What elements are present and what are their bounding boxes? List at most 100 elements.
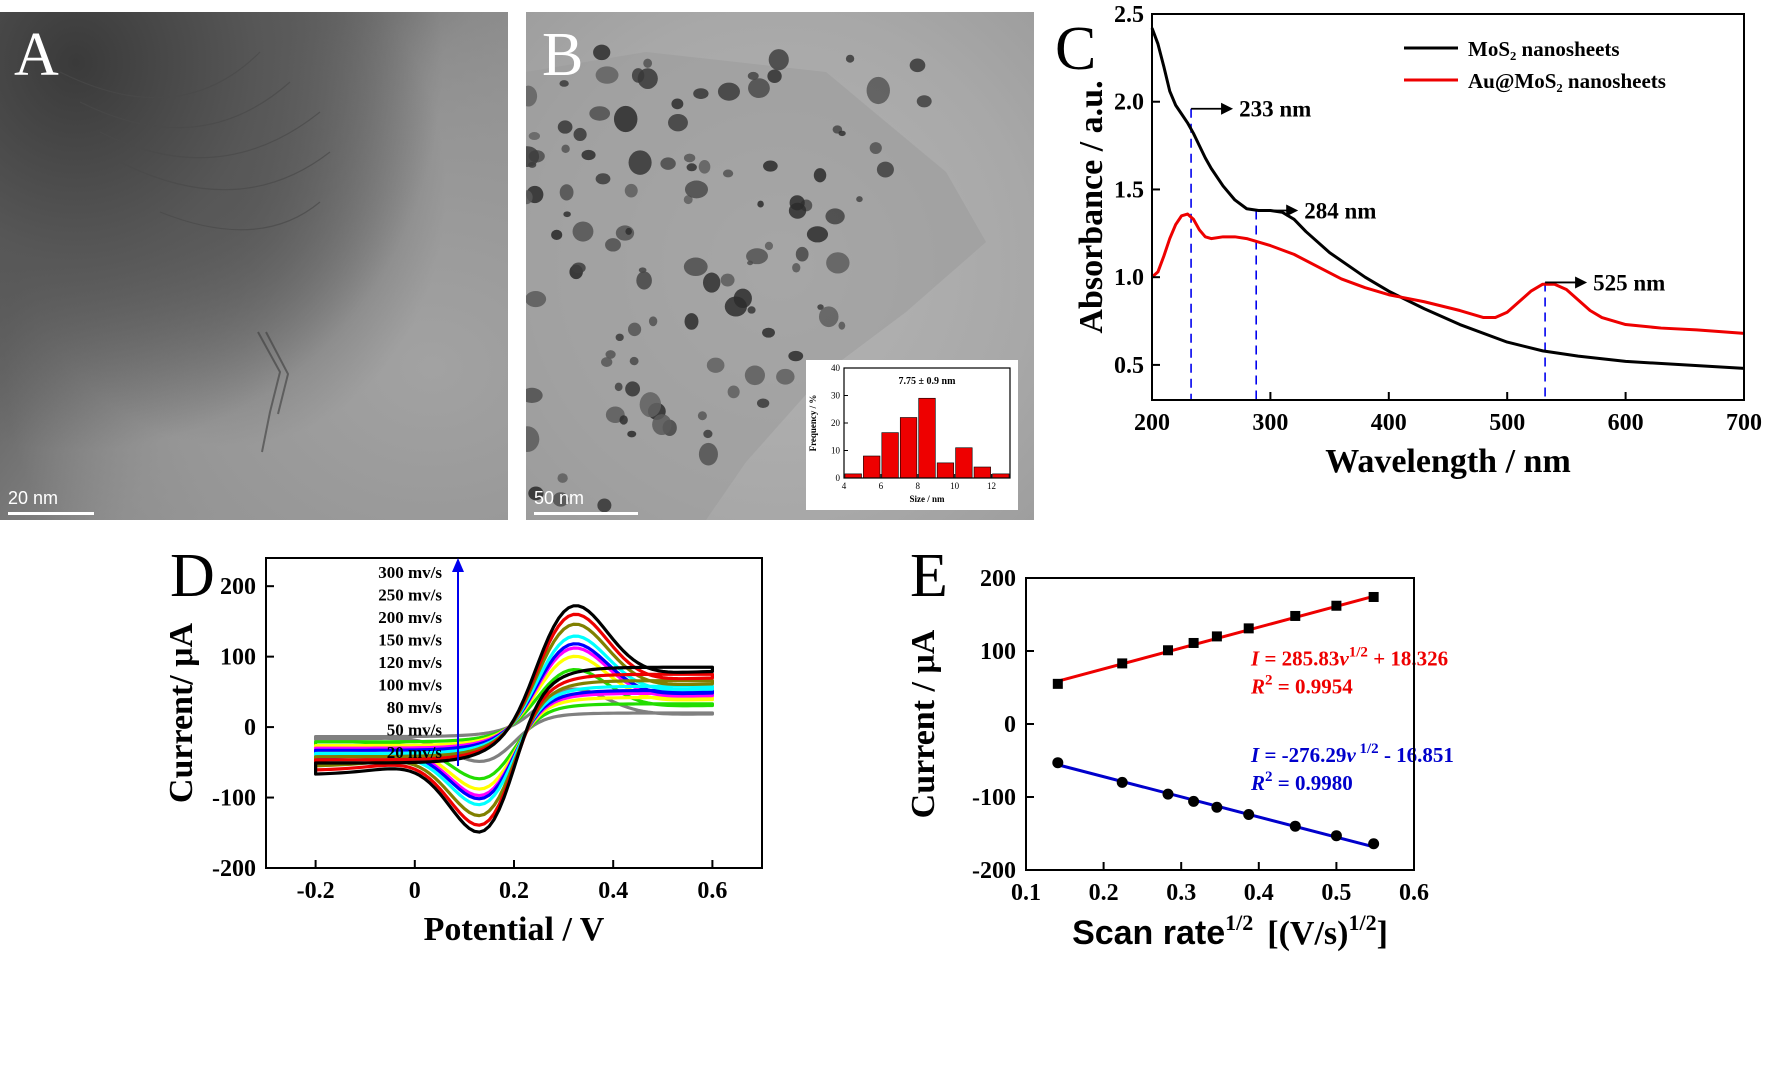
- x-tick-label: 0.4: [1244, 880, 1274, 906]
- nanoparticle: [825, 208, 845, 225]
- inset-x-tick-label: 4: [842, 481, 847, 491]
- x-tick-label: 0.2: [499, 878, 529, 904]
- nanoparticle: [856, 196, 863, 203]
- data-point-circle: [1052, 757, 1064, 769]
- nanoparticle: [526, 146, 540, 167]
- x-label-unit: [(V/s): [1267, 915, 1348, 952]
- tem-image-a: A 20 nm: [0, 12, 508, 520]
- eq-slope: = 285.83: [1259, 647, 1339, 671]
- eq-intercept: + 18.326: [1368, 647, 1448, 671]
- nanoparticle: [559, 184, 574, 201]
- nanoparticle: [683, 257, 708, 277]
- panel-label-b: B: [542, 21, 584, 89]
- nanoparticle: [684, 313, 699, 330]
- nanoparticle: [720, 273, 735, 287]
- tem-image-b: B 50 nm 4 6 8 10 12 0 10 20 30 40 7.75 ± 0.9 nm Siz…: [526, 12, 1034, 520]
- nanoparticle: [698, 160, 711, 174]
- nanoparticle: [727, 385, 740, 399]
- y-tick-label: -200: [972, 858, 1016, 884]
- nanoparticle: [686, 163, 697, 172]
- x-tick-label: 0.6: [1399, 880, 1429, 906]
- nanoparticle: [593, 44, 611, 61]
- x-tick-label: 0: [409, 878, 421, 904]
- nanoparticle: [746, 248, 768, 265]
- nanoparticle: [717, 82, 740, 101]
- data-point-circle: [1330, 830, 1342, 842]
- nanoparticle: [601, 357, 613, 367]
- nanoparticle: [838, 321, 846, 330]
- nanoparticle: [572, 221, 594, 242]
- nanoparticle: [581, 149, 596, 161]
- nanoparticle: [697, 411, 707, 421]
- annotation-arrowhead: [1575, 276, 1588, 289]
- nanoparticle: [869, 142, 882, 155]
- scan-rate-arrowhead: [452, 558, 464, 572]
- nanoparticle: [683, 153, 696, 163]
- nanoparticle: [744, 365, 765, 386]
- x-tick-label: 600: [1608, 410, 1644, 436]
- nanoparticle: [747, 306, 756, 314]
- inset-x-label: Size / nm: [910, 494, 946, 504]
- nanoparticle: [668, 113, 688, 132]
- y-tick-label: 100: [220, 645, 256, 671]
- nanoparticle: [605, 350, 616, 359]
- data-point-circle: [1289, 820, 1301, 832]
- fit-equation: I = 285.83v1/2 + 18.326: [1250, 645, 1448, 671]
- nanoparticle: [629, 356, 639, 366]
- nanoparticle: [838, 130, 846, 137]
- nanoparticle: [722, 169, 734, 178]
- nanoparticle: [826, 252, 850, 274]
- scan-rate-label: 120 mv/s: [378, 653, 442, 672]
- r2-symbol: R: [1250, 675, 1265, 699]
- nanoparticle: [526, 85, 538, 107]
- nanoparticle: [817, 304, 824, 310]
- data-point-circle: [1188, 795, 1200, 807]
- scale-bar-b: [534, 512, 638, 515]
- inset-y-tick-label: 20: [831, 418, 841, 428]
- inset-title: 7.75 ± 0.9 nm: [899, 376, 957, 387]
- tem-b-particles: [526, 44, 986, 520]
- data-point-square: [1188, 637, 1199, 648]
- annotation-arrowhead: [1221, 102, 1234, 115]
- annotation-label: 233 nm: [1239, 97, 1311, 122]
- x-tick-label: 0.5: [1321, 880, 1351, 906]
- r2-symbol: R: [1250, 771, 1265, 795]
- nanoparticle: [625, 227, 632, 235]
- nanoparticle: [795, 246, 809, 262]
- data-point-square: [1211, 631, 1222, 642]
- histogram-bar: [992, 473, 1010, 479]
- nanoparticle: [526, 190, 533, 205]
- r2-value: = 0.9980: [1273, 771, 1353, 795]
- data-point-circle: [1211, 801, 1223, 813]
- nanoparticle: [763, 160, 778, 172]
- eq-symbol: I: [1250, 647, 1260, 671]
- inset-x-tick-label: 8: [916, 481, 921, 491]
- nanoparticle: [561, 144, 570, 154]
- nanoparticle: [563, 211, 571, 218]
- nanoparticle: [703, 429, 713, 439]
- nanoparticle: [648, 316, 658, 327]
- cv-curve: [314, 654, 715, 791]
- y-tick-label: 0: [244, 715, 256, 741]
- r2-superscript: 2: [1265, 673, 1273, 689]
- nanoparticle: [627, 322, 642, 337]
- x-label-unit-sup: 1/2: [1348, 910, 1376, 935]
- particle-group: [526, 44, 986, 520]
- size-histogram-inset: 4 6 8 10 12 0 10 20 30 40 7.75 ± 0.9 nm Size / nm Fr…: [806, 360, 1018, 510]
- data-point-square: [1368, 591, 1379, 602]
- x-axis-label: Scan rate1/2 [(V/s)1/2]: [1072, 910, 1388, 952]
- scan-rate-label: 250 mv/s: [378, 586, 442, 605]
- spectrum-line: [1151, 212, 1745, 335]
- eq-variable: v: [1339, 647, 1349, 671]
- nanoparticle: [845, 54, 855, 63]
- annotation-label: 525 nm: [1593, 270, 1665, 295]
- data-point-square: [1331, 600, 1342, 611]
- y-tick-label: 1.0: [1114, 265, 1144, 291]
- nanoparticle: [595, 66, 619, 84]
- nanoparticle: [747, 260, 754, 266]
- panel-label-e: E: [910, 542, 948, 610]
- nanoparticle: [757, 200, 764, 208]
- y-tick-label: 2.5: [1114, 2, 1144, 28]
- nanoparticle: [624, 183, 638, 198]
- fit-equation: I = -276.29v 1/2 - 16.851: [1250, 741, 1454, 767]
